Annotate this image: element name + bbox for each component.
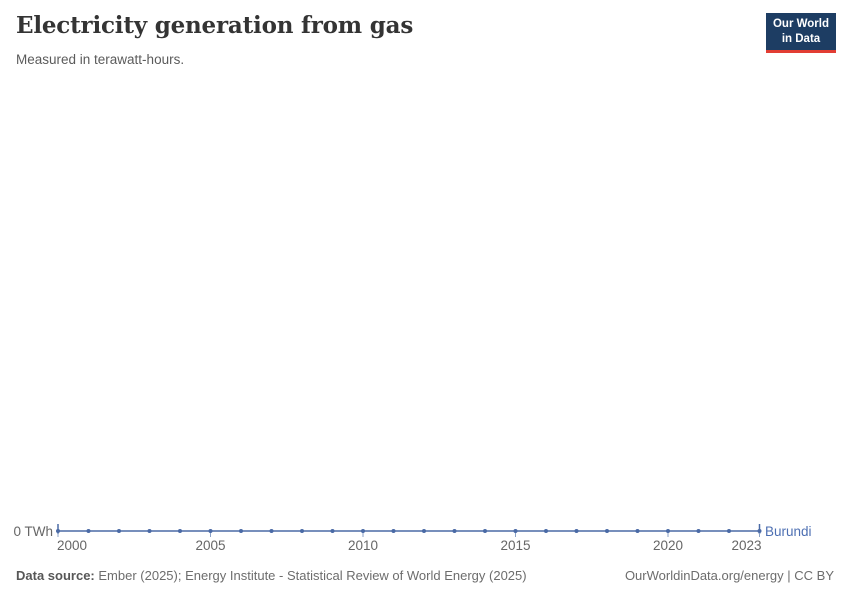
credit-link[interactable]: OurWorldinData.org/energy | CC BY [624,568,834,583]
data-point-2007[interactable] [269,529,274,533]
data-point-2008[interactable] [300,529,304,533]
data-point-2017[interactable] [574,529,579,533]
data-point-2015[interactable] [513,529,518,533]
line-chart-canvas[interactable]: 2000 2005 2010 2015 2020 2023 [0,500,850,560]
data-point-2022[interactable] [727,529,731,533]
owid-logo-line2: in Data [781,32,821,45]
owid-logo-line1: Our World [772,18,829,31]
plot-area[interactable] [0,80,850,560]
x-tick-label-2000: 2000 [57,538,87,553]
x-tick-label-2015: 2015 [500,538,530,553]
data-point-2005[interactable] [208,529,213,533]
data-point-2000[interactable] [56,529,60,533]
x-tick-label-2020: 2020 [653,538,683,553]
data-source-text: Ember (2025); Energy Institute - Statist… [98,568,527,583]
data-point-2006[interactable] [239,529,243,533]
data-point-2020[interactable] [666,529,670,533]
data-point-2003[interactable] [147,529,152,533]
data-point-2019[interactable] [635,529,640,533]
data-point-2004[interactable] [178,529,182,533]
chart-footer: Data source: Ember (2025); Energy Instit… [16,568,834,583]
data-source-note: Data source: Ember (2025); Energy Instit… [16,568,527,583]
data-point-2010[interactable] [361,529,365,533]
data-point-2011[interactable] [391,529,396,533]
data-point-2009[interactable] [330,529,335,533]
data-point-2013[interactable] [452,529,457,533]
data-source-label: Data source: [16,568,95,583]
x-tick-label-2010: 2010 [348,538,378,553]
data-point-2002[interactable] [117,529,121,533]
data-point-2021[interactable] [696,529,701,533]
data-point-2001[interactable] [86,529,91,533]
data-point-2018[interactable] [605,529,609,533]
chart-title: Electricity generation from gas [16,12,414,39]
data-point-2023[interactable] [757,529,762,533]
data-point-2014[interactable] [483,529,487,533]
chart-subtitle: Measured in terawatt-hours. [16,52,185,67]
y-axis-zero-label: 0 TWh [13,524,53,539]
data-point-2016[interactable] [544,529,548,533]
x-tick-label-2023: 2023 [731,538,761,553]
data-point-2012[interactable] [422,529,426,533]
x-tick-label-2005: 2005 [195,538,225,553]
entity-label-burundi[interactable]: Burundi [765,524,812,539]
owid-logo[interactable]: Our World in Data [766,13,836,53]
